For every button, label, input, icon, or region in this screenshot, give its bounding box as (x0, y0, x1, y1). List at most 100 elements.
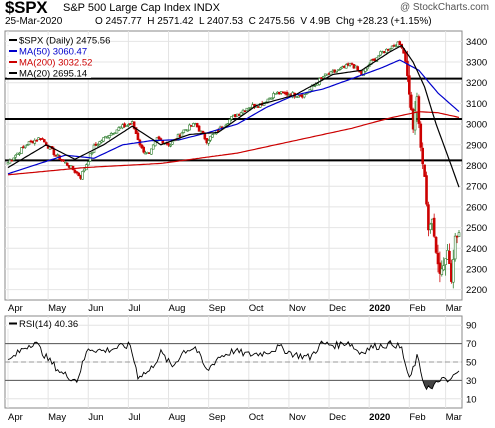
candle-body (417, 96, 421, 124)
candle-body (406, 60, 409, 77)
rsi-y-tick-label: 90 (466, 321, 477, 332)
candle-body (302, 94, 306, 98)
candle-body (266, 98, 270, 103)
ma200-line (7, 111, 460, 176)
candle-body (448, 250, 451, 265)
candle-body (192, 123, 195, 127)
candle-body (127, 124, 130, 126)
price-y-tick-label: 2900 (466, 140, 487, 151)
candle-body (180, 132, 184, 138)
candle-body (155, 137, 159, 142)
candle-body (385, 48, 388, 53)
rsi-y-tick-label: 70 (466, 339, 477, 350)
candle-body (297, 95, 300, 98)
price-x-tick-label: Aug (169, 303, 186, 314)
candle-body (274, 92, 277, 95)
rsi-legend-bg (7, 318, 73, 329)
candle-body (457, 232, 461, 237)
candle-body (167, 143, 170, 146)
watermark: @ StockCharts.com (399, 2, 489, 13)
price-x-tick-label: Sep (209, 303, 226, 314)
quote-values: O 2457.77 H 2571.42 L 2407.53 C 2475.56 … (95, 16, 432, 27)
candle-body (86, 161, 90, 166)
price-y-tick-label: 3000 (466, 120, 487, 131)
candle-body (12, 157, 16, 161)
rsi-x-tick-label: Mar (446, 412, 462, 423)
candle-body (388, 48, 392, 51)
ticker-symbol: $SPX (5, 0, 48, 17)
candle-body (230, 116, 233, 120)
candle-body (249, 107, 252, 109)
candle-body (413, 110, 417, 131)
candle-body (408, 75, 411, 95)
legend-bg (7, 46, 91, 56)
candle-body (71, 165, 75, 170)
candle-body (14, 154, 17, 158)
candle-body (44, 142, 48, 146)
quote-date: 25-Mar-2020 (5, 16, 63, 27)
candle-body (188, 124, 191, 131)
candle-body (344, 64, 348, 69)
candle-body (186, 129, 189, 132)
candle-body (129, 123, 132, 125)
index-name: S&P 500 Large Cap Index INDX (63, 2, 220, 14)
price-y-tick-label: 2700 (466, 182, 487, 193)
candle-body (96, 144, 100, 147)
candle-body (157, 136, 161, 140)
rsi-x-tick-label: Oct (249, 412, 264, 423)
candle-body (115, 129, 119, 134)
price-panel: 2200 2300 2400 2500 2600 2700 2800 2900 3000 3100… (4, 30, 487, 314)
candle-body (320, 77, 323, 79)
candle-body (20, 147, 23, 154)
candle-body (377, 55, 381, 58)
rsi-panel: 10 30 50 70 90 RSI(14) 40.36 Apr May Jun Jul Aug Se… (4, 315, 477, 423)
price-x-tick-label: Mar (446, 303, 462, 314)
legend-bg (7, 57, 91, 67)
candle-body (404, 51, 407, 62)
candle-body (176, 134, 180, 141)
candle-body (140, 144, 144, 149)
rsi-x-tick-label: Aug (169, 412, 186, 423)
candle-body (182, 129, 186, 133)
rsi-x-tick-label: Jun (88, 412, 103, 423)
candle-body (150, 148, 153, 155)
candle-body (308, 89, 312, 93)
candle-body (111, 133, 115, 136)
candle-body (356, 66, 360, 71)
candle-body (102, 137, 105, 142)
candle-body (64, 161, 67, 164)
price-y-tick-label: 3400 (466, 37, 487, 48)
candles (6, 40, 461, 289)
candle-body (23, 145, 27, 148)
candle-body (281, 91, 285, 94)
rsi-x-tick-label: Apr (8, 412, 23, 423)
candle-body (117, 127, 121, 131)
price-y-tick-label: 3300 (466, 58, 487, 69)
candle-body (197, 125, 201, 132)
candle-body (75, 171, 79, 174)
legend-label: MA(200) 3032.52 (19, 58, 92, 69)
legend-label: MA(50) 3060.47 (19, 47, 87, 58)
candle-body (62, 159, 65, 162)
price-y-tick-label: 2400 (466, 244, 487, 255)
candle-body (304, 93, 308, 95)
candle-body (169, 144, 172, 147)
price-y-tick-label: 2200 (466, 285, 487, 296)
rsi-legend-label: RSI(14) 40.36 (19, 319, 78, 330)
candle-body (270, 97, 274, 100)
legend-label: $SPX (Daily) 2475.56 (19, 36, 110, 47)
candle-body (451, 259, 455, 283)
candle-body (419, 123, 423, 148)
candle-body (409, 94, 413, 110)
price-x-tick-label: 2020 (369, 303, 390, 314)
candle-body (25, 144, 29, 147)
candle-body (27, 141, 31, 145)
candle-body (272, 93, 275, 99)
candle-body (432, 217, 436, 237)
rsi-line (7, 339, 460, 391)
candle-body (125, 125, 128, 127)
price-x-tick-label: Feb (409, 303, 425, 314)
candle-body (41, 138, 44, 140)
